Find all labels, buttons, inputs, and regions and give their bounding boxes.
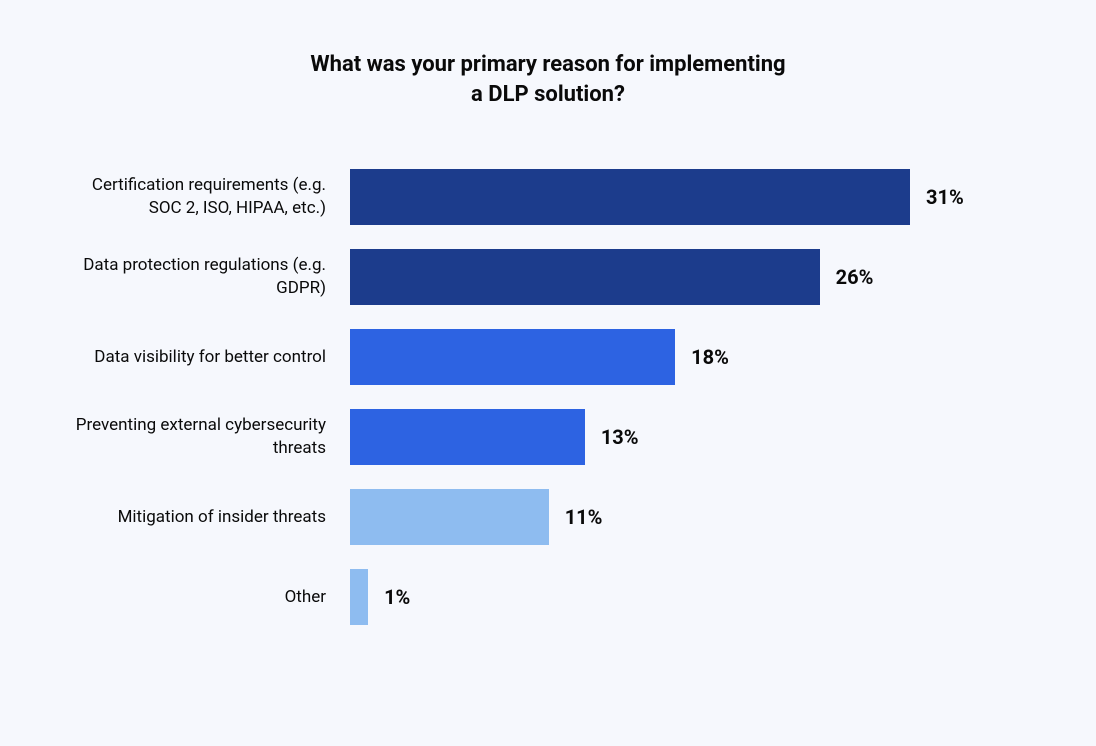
category-label: Data protection regulations (e.g. GDPR) — [60, 254, 350, 300]
bar — [350, 489, 549, 545]
chart-row: Data visibility for better control 18% — [60, 329, 1036, 385]
bar-area: 13% — [350, 409, 1036, 465]
bar-value: 31% — [926, 185, 964, 209]
bar-value: 1% — [384, 585, 410, 609]
bar-value: 26% — [836, 265, 874, 289]
bar-chart: Certification requirements (e.g. SOC 2, … — [60, 169, 1036, 625]
bar — [350, 249, 820, 305]
bar-value: 13% — [601, 425, 639, 449]
chart-row: Certification requirements (e.g. SOC 2, … — [60, 169, 1036, 225]
bar-area: 11% — [350, 489, 1036, 545]
bar-value: 11% — [565, 505, 603, 529]
bar-area: 26% — [350, 249, 1036, 305]
bar — [350, 169, 910, 225]
chart-row: Preventing external cybersecurity threat… — [60, 409, 1036, 465]
category-label: Preventing external cybersecurity threat… — [60, 414, 350, 460]
category-label: Other — [60, 586, 350, 609]
bar-area: 31% — [350, 169, 1036, 225]
bar — [350, 569, 368, 625]
chart-row: Other 1% — [60, 569, 1036, 625]
bar — [350, 409, 585, 465]
chart-row: Data protection regulations (e.g. GDPR) 2… — [60, 249, 1036, 305]
bar-value: 18% — [691, 345, 729, 369]
category-label: Certification requirements (e.g. SOC 2, … — [60, 174, 350, 220]
category-label: Mitigation of insider threats — [60, 506, 350, 529]
bar-area: 1% — [350, 569, 1036, 625]
bar-area: 18% — [350, 329, 1036, 385]
category-label: Data visibility for better control — [60, 346, 350, 369]
chart-title: What was your primary reason for impleme… — [308, 50, 788, 109]
chart-row: Mitigation of insider threats 11% — [60, 489, 1036, 545]
chart-container: What was your primary reason for impleme… — [0, 0, 1096, 746]
bar — [350, 329, 675, 385]
